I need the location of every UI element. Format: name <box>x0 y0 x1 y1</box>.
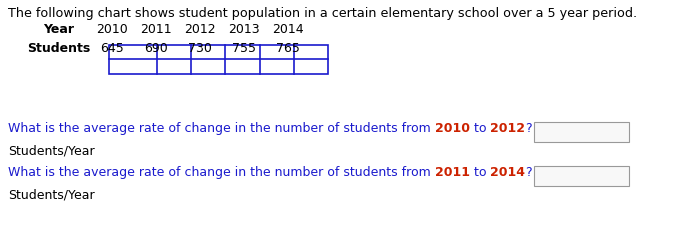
Text: to: to <box>470 122 490 135</box>
Text: Students/Year: Students/Year <box>8 144 95 157</box>
Text: 730: 730 <box>188 42 212 55</box>
Text: 2014: 2014 <box>490 166 525 179</box>
Text: 2012: 2012 <box>490 122 525 135</box>
Text: 2011: 2011 <box>140 23 172 36</box>
Text: What is the average rate of change in the number of students from: What is the average rate of change in th… <box>8 166 435 179</box>
Text: 2011: 2011 <box>435 166 470 179</box>
Text: What is the average rate of change in the number of students from: What is the average rate of change in th… <box>8 122 435 135</box>
Text: Year: Year <box>43 23 74 36</box>
Text: 2014: 2014 <box>272 23 304 36</box>
Text: 2012: 2012 <box>184 23 216 36</box>
Text: 2013: 2013 <box>228 23 260 36</box>
Text: ?: ? <box>525 122 532 135</box>
Text: 765: 765 <box>276 42 300 55</box>
Text: Students/Year: Students/Year <box>8 188 95 201</box>
Text: 755: 755 <box>232 42 256 55</box>
Text: 690: 690 <box>144 42 168 55</box>
Text: 2010: 2010 <box>435 122 470 135</box>
Text: The following chart shows student population in a certain elementary school over: The following chart shows student popula… <box>8 7 637 20</box>
Text: ?: ? <box>525 166 532 179</box>
Text: 645: 645 <box>100 42 124 55</box>
Text: 2010: 2010 <box>96 23 128 36</box>
Text: Students: Students <box>27 42 90 55</box>
Bar <box>109 44 328 74</box>
Text: to: to <box>470 166 490 179</box>
